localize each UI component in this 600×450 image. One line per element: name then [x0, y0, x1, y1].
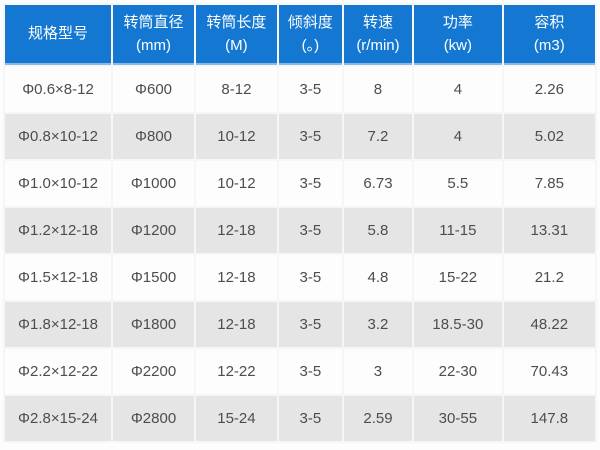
table-cell: 12-18: [195, 208, 277, 253]
table-cell: 12-18: [195, 255, 277, 300]
table-cell: 7.85: [503, 161, 595, 206]
column-header-2: 转筒长度 (M): [195, 5, 277, 65]
column-unit: (m3): [533, 37, 565, 54]
table-cell: 6.73: [343, 161, 413, 206]
table-cell: Φ1800: [113, 302, 194, 347]
table-cell: 4: [414, 67, 502, 112]
table-cell: Φ0.6×8-12: [5, 67, 112, 112]
table-cell: 22-30: [414, 349, 502, 394]
table-cell: Φ0.8×10-12: [5, 114, 112, 159]
table-cell: 3-5: [278, 208, 342, 253]
table-cell: 3-5: [278, 302, 342, 347]
column-unit: (r/min): [356, 37, 400, 54]
table-cell: 48.22: [503, 302, 595, 347]
column-header-4: 转速 (r/min): [343, 5, 413, 65]
column-unit: (。): [301, 37, 320, 54]
column-header-5: 功率 (kw): [414, 5, 502, 65]
table-cell: 3-5: [278, 349, 342, 394]
table-body: Φ0.6×8-12 Φ600 8-12 3-5 8 4 2.26 Φ0.8×10-12 Φ800…: [5, 67, 595, 441]
table-cell: 8-12: [195, 67, 277, 112]
table-cell: 3-5: [278, 114, 342, 159]
column-header-3: 倾斜度 (。): [278, 5, 342, 65]
table-row-1: Φ0.8×10-12 Φ800 10-12 3-5 7.2 4 5.02: [5, 114, 595, 159]
table-row-0: Φ0.6×8-12 Φ600 8-12 3-5 8 4 2.26: [5, 67, 595, 112]
table-cell: 13.31: [503, 208, 595, 253]
column-title: 倾斜度: [287, 13, 333, 31]
table-cell: Φ1.0×10-12: [5, 161, 112, 206]
table-cell: Φ1.8×12-18: [5, 302, 112, 347]
table-cell: Φ1.2×12-18: [5, 208, 112, 253]
table-cell: 3-5: [278, 161, 342, 206]
table-cell: 15-22: [414, 255, 502, 300]
table-row-5: Φ1.8×12-18 Φ1800 12-18 3-5 3.2 18.5-30 48.22: [5, 302, 595, 347]
column-title: 容积: [534, 13, 565, 31]
column-title: 规格型号: [28, 25, 89, 43]
table-cell: 8: [343, 67, 413, 112]
table-cell: 3.2: [343, 302, 413, 347]
table-cell: Φ2.2×12-22: [5, 349, 112, 394]
table-cell: 18.5-30: [414, 302, 502, 347]
column-header-1: 转筒直径 (mm): [113, 5, 194, 65]
table-cell: 3-5: [278, 396, 342, 441]
column-title: 转筒直径: [123, 13, 184, 31]
column-title: 转筒长度: [206, 13, 267, 31]
table-cell: 3-5: [278, 67, 342, 112]
table-cell: 15-24: [195, 396, 277, 441]
spec-table: 规格型号 转筒直径 (mm) 转筒长度 (M) 倾斜度 (。) 转速 (r/min) 功率 (kw)…: [3, 3, 597, 443]
table-row-2: Φ1.0×10-12 Φ1000 10-12 3-5 6.73 5.5 7.85: [5, 161, 595, 206]
table-cell: 5.02: [503, 114, 595, 159]
table-cell: Φ1200: [113, 208, 194, 253]
table-cell: 147.8: [503, 396, 595, 441]
column-unit: (M): [225, 37, 248, 54]
table-cell: 12-22: [195, 349, 277, 394]
column-title: 转速: [362, 13, 393, 31]
table-cell: Φ1.5×12-18: [5, 255, 112, 300]
table-cell: 10-12: [195, 114, 277, 159]
table-cell: 3-5: [278, 255, 342, 300]
table-cell: 21.2: [503, 255, 595, 300]
table-cell: 2.59: [343, 396, 413, 441]
table-cell: 5.5: [414, 161, 502, 206]
table-cell: Φ800: [113, 114, 194, 159]
table-row-4: Φ1.5×12-18 Φ1500 12-18 3-5 4.8 15-22 21.2: [5, 255, 595, 300]
table-cell: Φ1500: [113, 255, 194, 300]
table-row-6: Φ2.2×12-22 Φ2200 12-22 3-5 3 22-30 70.43: [5, 349, 595, 394]
table-cell: 11-15: [414, 208, 502, 253]
table-cell: 70.43: [503, 349, 595, 394]
column-unit: (kw): [443, 37, 473, 54]
column-title: 功率: [442, 13, 473, 31]
table-header: 规格型号 转筒直径 (mm) 转筒长度 (M) 倾斜度 (。) 转速 (r/min) 功率 (kw)…: [5, 5, 595, 65]
table-cell: Φ2800: [113, 396, 194, 441]
table-cell: 4.8: [343, 255, 413, 300]
table-cell: 2.26: [503, 67, 595, 112]
table-cell: 12-18: [195, 302, 277, 347]
table-cell: 30-55: [414, 396, 502, 441]
table-cell: 7.2: [343, 114, 413, 159]
table-header-row: 规格型号 转筒直径 (mm) 转筒长度 (M) 倾斜度 (。) 转速 (r/min) 功率 (kw)…: [5, 5, 595, 65]
table-cell: Φ2.8×15-24: [5, 396, 112, 441]
table-cell: Φ600: [113, 67, 194, 112]
table-cell: 5.8: [343, 208, 413, 253]
table-cell: Φ2200: [113, 349, 194, 394]
table-cell: 3: [343, 349, 413, 394]
table-cell: Φ1000: [113, 161, 194, 206]
table-cell: 10-12: [195, 161, 277, 206]
table-row-7: Φ2.8×15-24 Φ2800 15-24 3-5 2.59 30-55 147.8: [5, 396, 595, 441]
table-row-3: Φ1.2×12-18 Φ1200 12-18 3-5 5.8 11-15 13.31: [5, 208, 595, 253]
table-cell: 4: [414, 114, 502, 159]
column-header-6: 容积 (m3): [503, 5, 595, 65]
column-unit: (mm): [136, 37, 171, 54]
column-header-0: 规格型号: [5, 5, 112, 65]
